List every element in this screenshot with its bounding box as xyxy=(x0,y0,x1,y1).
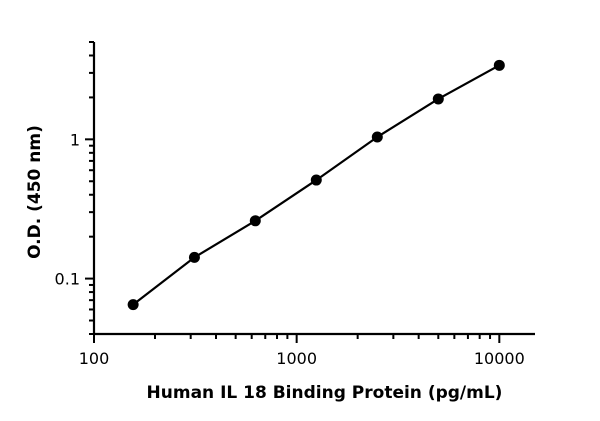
x-axis-title: Human IL 18 Binding Protein (pg/mL) xyxy=(147,383,503,403)
x-tick-label: 10000 xyxy=(474,349,525,368)
x-axis-ticks: 100 1000 10000 xyxy=(79,334,525,368)
data-point xyxy=(188,251,200,263)
data-point xyxy=(249,215,261,227)
y-tick-label: 1 xyxy=(70,130,80,149)
data-point xyxy=(432,93,444,105)
data-point xyxy=(310,174,322,186)
data-point xyxy=(127,299,139,311)
x-tick-label: 100 xyxy=(79,349,110,368)
data-point xyxy=(371,131,383,143)
y-axis-title: O.D. (450 nm) xyxy=(25,125,45,259)
x-tick-label: 1000 xyxy=(276,349,317,368)
data-points xyxy=(127,59,505,311)
y-axis-ticks: 0.11 xyxy=(55,41,94,335)
data-point xyxy=(493,59,505,71)
y-tick-label: 0.1 xyxy=(55,270,80,289)
